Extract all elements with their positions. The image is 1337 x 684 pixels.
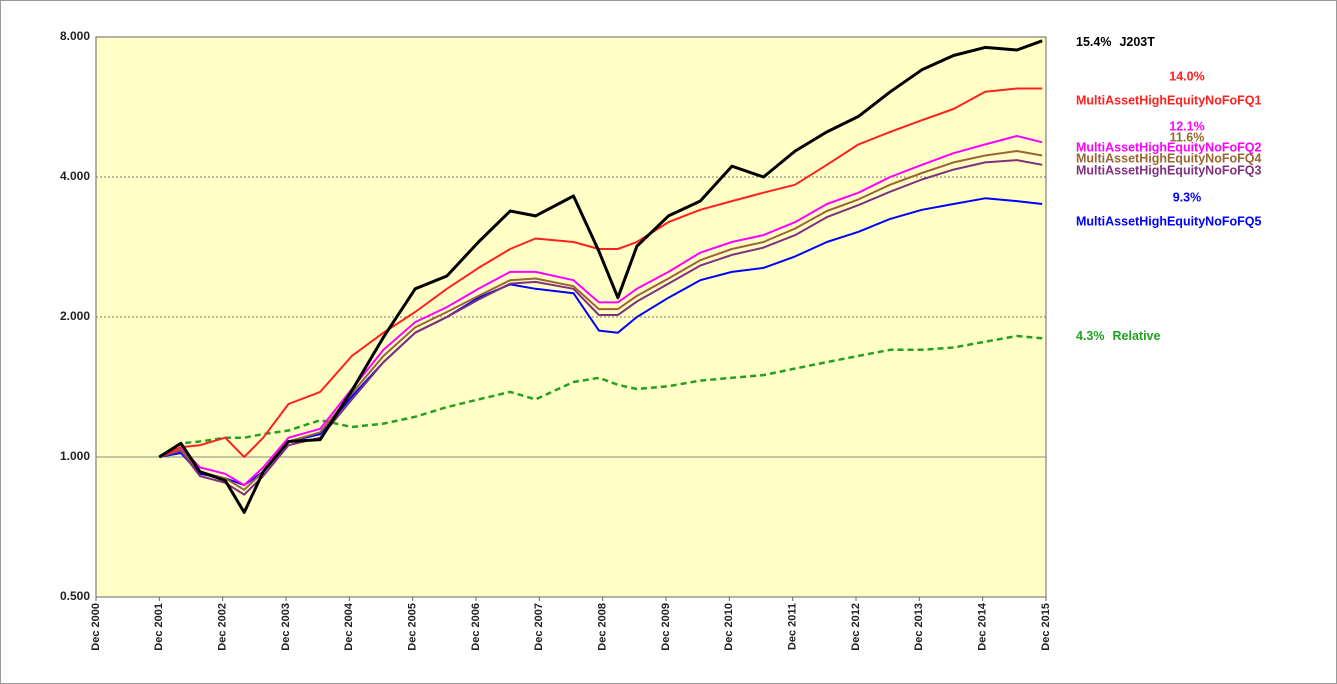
- series-end-value: 4.3%: [1076, 329, 1105, 343]
- series-name: MultiAssetHighEquityNoFoFQ3: [1076, 163, 1261, 177]
- series-name: Relative: [1113, 329, 1161, 343]
- x-tick-label: Dec 2011: [787, 603, 799, 650]
- series-end-value: 12.1%: [1169, 119, 1204, 133]
- x-tick-label: Dec 2009: [660, 603, 672, 651]
- x-tick-label: Dec 2005: [407, 603, 419, 651]
- series-name: MultiAssetHighEquityNoFoFQ1: [1076, 93, 1261, 107]
- y-tick-label: 0.500: [60, 589, 90, 603]
- x-tick-label: Dec 2015: [1040, 603, 1052, 651]
- x-tick-label: Dec 2008: [597, 603, 609, 651]
- x-tick-label: Dec 2003: [280, 603, 292, 651]
- x-tick-label: Dec 2006: [470, 603, 482, 651]
- x-tick-label: Dec 2007: [533, 603, 545, 651]
- y-tick-label: 1.000: [60, 449, 90, 463]
- y-tick-label: 4.000: [60, 169, 90, 183]
- series-label: 4.3% Relative: [1076, 329, 1160, 343]
- series-end-value: 15.4%: [1076, 35, 1111, 49]
- series-name: MultiAssetHighEquityNoFoFQ5: [1076, 214, 1261, 228]
- x-tick-label: Dec 2000: [90, 603, 102, 651]
- x-tick-label: Dec 2013: [913, 603, 925, 651]
- series-name: J203T: [1119, 35, 1155, 49]
- series-line: [159, 159, 1043, 496]
- y-tick-label: 2.000: [60, 309, 90, 323]
- series-end-value: 11.6%: [1170, 130, 1205, 144]
- series-name: MultiAssetHighEquityNoFoFQ2: [1076, 140, 1261, 154]
- series-line: [158, 87, 1043, 458]
- x-tick-label: Dec 2004: [343, 602, 355, 651]
- series-line: [158, 39, 1043, 514]
- plot-area: [95, 36, 1047, 598]
- x-tick-label: Dec 2012: [850, 603, 862, 651]
- series-line: [158, 135, 1043, 487]
- series-name: MultiAssetHighEquityNoFoFQ4: [1076, 151, 1261, 165]
- x-tick-label: Dec 2001: [153, 603, 165, 651]
- series-end-value: 9.3%: [1173, 190, 1202, 204]
- series-label: 15.4% J203T: [1076, 35, 1155, 49]
- x-tick-label: Dec 2002: [217, 603, 229, 651]
- y-tick-label: 8.000: [60, 29, 90, 43]
- x-tick-label: Dec 2014: [977, 602, 989, 651]
- series-end-value: 14.0%: [1169, 69, 1204, 83]
- x-tick-label: Dec 2010: [723, 603, 735, 651]
